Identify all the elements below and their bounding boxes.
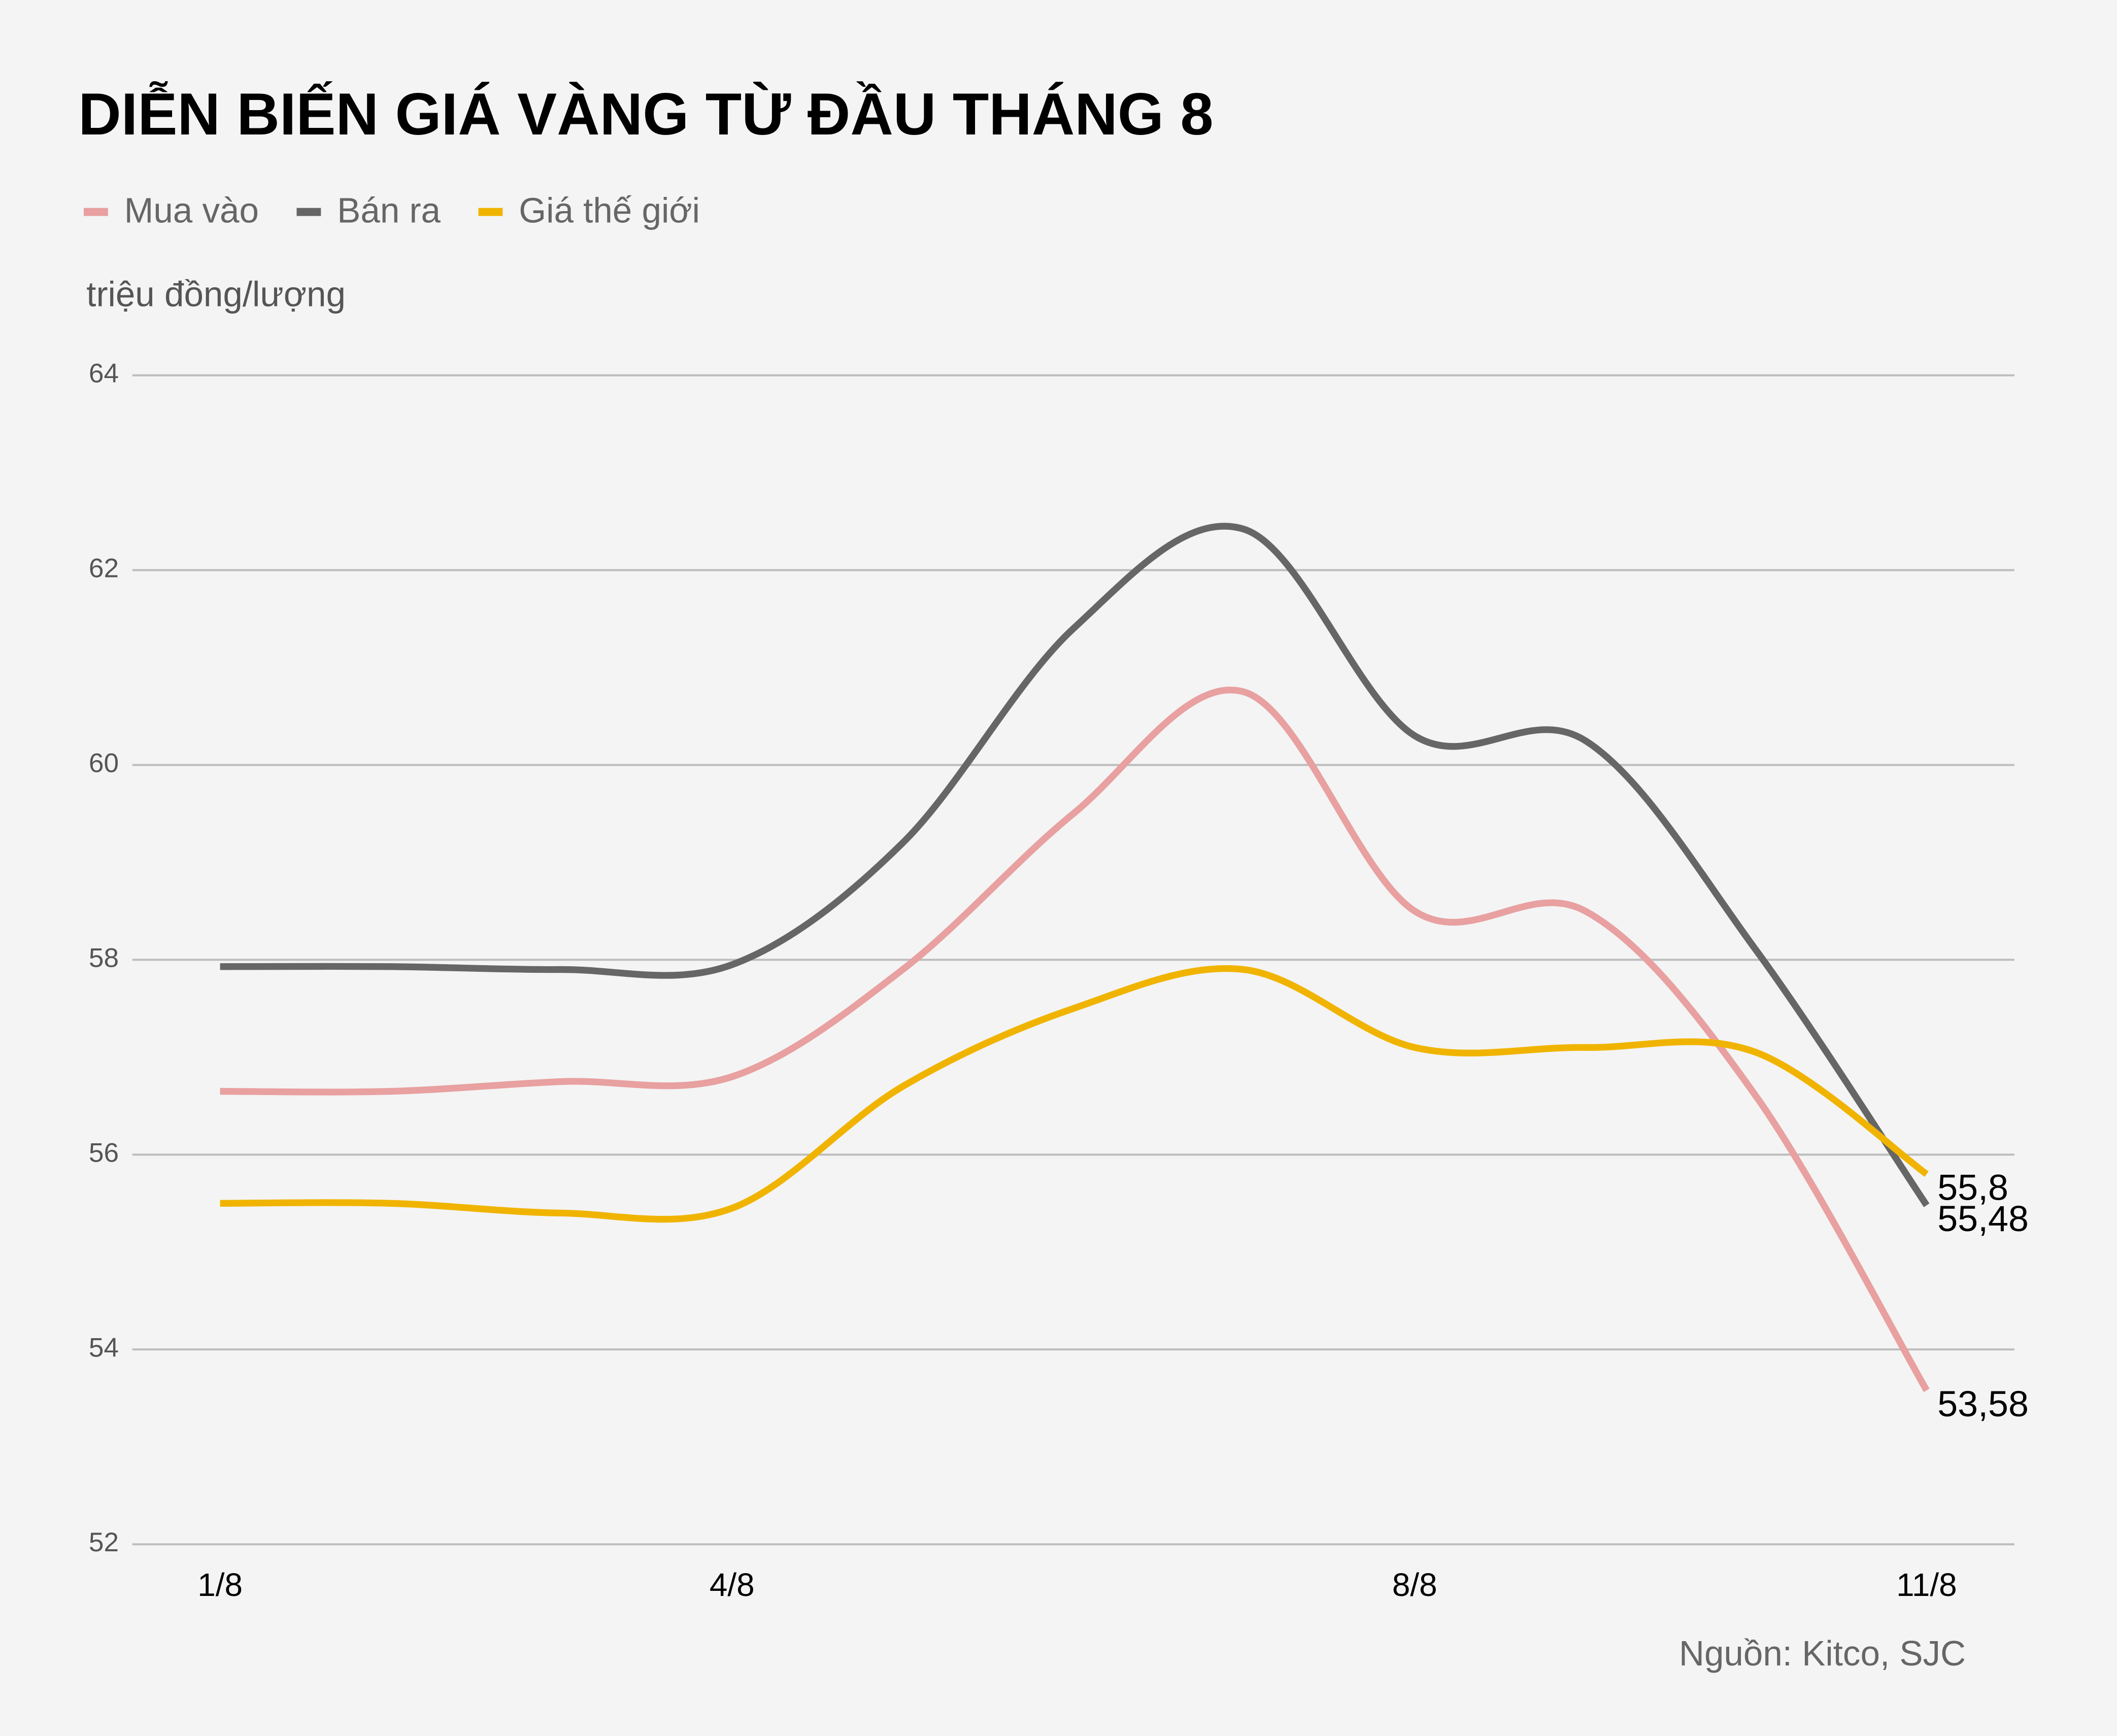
y-tick-label: 56 bbox=[89, 1138, 119, 1168]
series-line bbox=[220, 687, 1930, 1392]
legend: Mua vào Bán ra Giá thế giới bbox=[83, 191, 700, 230]
x-tick-label: 4/8 bbox=[710, 1567, 755, 1603]
x-tick-label: 1/8 bbox=[197, 1567, 243, 1603]
y-tick-label: 58 bbox=[89, 943, 119, 973]
x-tick-label: 11/8 bbox=[1896, 1567, 1957, 1603]
value-label: 53,58 bbox=[1937, 1384, 2029, 1424]
y-tick-label: 62 bbox=[89, 554, 119, 584]
y-tick-label: 60 bbox=[89, 748, 119, 778]
x-tick-label: 8/8 bbox=[1392, 1567, 1437, 1603]
chart-title: DIỄN BIẾN GIÁ VÀNG TỪ ĐẦU THÁNG 8 bbox=[78, 81, 1213, 147]
legend-label: Bán ra bbox=[337, 191, 441, 230]
value-label: 55,48 bbox=[1937, 1199, 2029, 1239]
series-line bbox=[220, 965, 1929, 1223]
y-tick-label: 54 bbox=[89, 1333, 119, 1363]
legend-label: Giá thế giới bbox=[519, 191, 700, 230]
y-tick-label: 64 bbox=[89, 359, 119, 389]
value-label: 55,8 bbox=[1937, 1168, 2008, 1208]
y-axis-unit: triệu đồng/lượng bbox=[86, 275, 346, 314]
legend-label: Mua vào bbox=[124, 191, 259, 230]
y-tick-label: 52 bbox=[89, 1527, 119, 1557]
source: Nguồn: Kitco, SJC bbox=[1679, 1633, 1966, 1673]
series-line bbox=[220, 523, 1930, 1207]
